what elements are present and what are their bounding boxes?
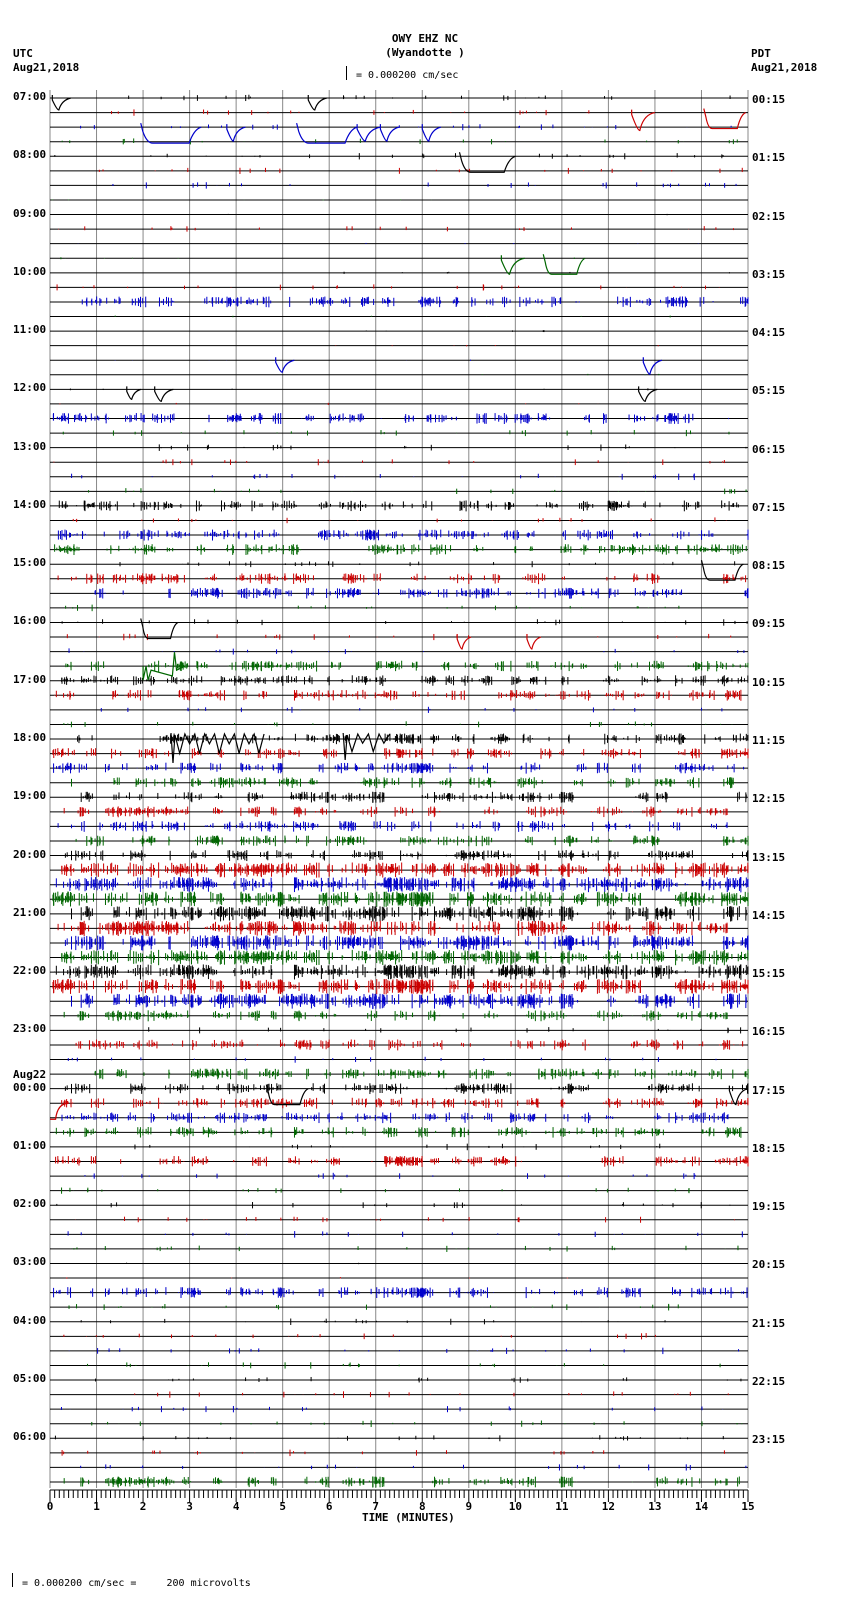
pdt-time-label: 13:15 [752, 850, 786, 864]
pdt-time-label: 08:15 [752, 559, 786, 573]
station-title: OWY EHZ NC [391, 32, 459, 45]
pdt-time-label: 00:15 [752, 93, 786, 106]
utc-time-label: 11:00 [13, 323, 47, 337]
x-tick-label: 11 [555, 1500, 569, 1513]
utc-time-label: 21:00 [13, 905, 47, 919]
left-timezone: UTC [13, 47, 33, 60]
pdt-time-label: 09:15 [752, 617, 786, 631]
x-tick-label: 12 [601, 1500, 616, 1513]
pdt-time-label: 07:15 [752, 500, 786, 514]
pdt-time-label: 02:15 [752, 209, 786, 223]
utc-time-label: 17:00 [13, 672, 47, 686]
utc-time-label: 16:00 [13, 614, 47, 628]
utc-time-label: 03:00 [13, 1255, 47, 1269]
footer-scale-bar-icon [12, 1573, 14, 1587]
pdt-time-label: 10:15 [752, 675, 786, 689]
utc-time-label: 12:00 [13, 381, 47, 395]
x-tick-label: 10 [508, 1500, 522, 1513]
x-tick-label: 5 [279, 1500, 286, 1513]
utc-time-label: 20:00 [13, 847, 47, 861]
pdt-time-label: 19:15 [752, 1200, 786, 1214]
pdt-time-label: 06:15 [752, 442, 786, 456]
x-tick-label: 1 [93, 1500, 100, 1513]
pdt-time-label: 01:15 [752, 151, 786, 165]
x-tick-label: 3 [186, 1500, 193, 1513]
x-tick-label: 15 [741, 1500, 755, 1513]
scale-text: = 0.000200 cm/sec [356, 70, 459, 81]
x-axis-label: TIME (MINUTES) [362, 1511, 455, 1524]
x-tick-label: 8 [418, 1500, 426, 1513]
utc-time-label: 15:00 [13, 556, 47, 570]
utc-time-label: 14:00 [13, 497, 47, 511]
x-tick-label: 6 [325, 1500, 333, 1513]
pdt-time-label: 16:15 [752, 1025, 786, 1039]
utc-time-label: 18:00 [13, 731, 47, 744]
utc-time-label: 10:00 [13, 264, 47, 278]
x-tick-label: 2 [139, 1500, 147, 1513]
pdt-time-label: 04:15 [752, 326, 786, 340]
pdt-time-label: 23:15 [752, 1433, 786, 1447]
utc-time-label: 22:00 [13, 964, 47, 978]
pdt-time-label: 11:15 [752, 734, 786, 747]
pdt-time-label: 15:15 [752, 967, 786, 981]
pdt-time-label: 18:15 [752, 1141, 786, 1155]
pdt-time-label: 21:15 [752, 1316, 786, 1330]
pdt-time-label: 22:15 [752, 1375, 786, 1389]
utc-time-label: 02:00 [13, 1197, 47, 1211]
station-location: (Wyandotte ) [385, 46, 465, 59]
utc-time-label: 00:00 [13, 1080, 47, 1094]
right-date: Aug21,2018 [751, 61, 818, 74]
utc-time-label: 13:00 [13, 439, 47, 453]
x-tick-label: 13 [648, 1500, 662, 1513]
pdt-time-label: 12:15 [752, 792, 786, 806]
utc-time-label: 05:00 [13, 1372, 47, 1386]
utc-time-label: 06:00 [13, 1430, 47, 1444]
date-change-label: Aug22 [13, 1067, 47, 1081]
x-tick-label: 7 [372, 1500, 380, 1513]
scale-bar-icon [346, 66, 348, 80]
pdt-time-label: 20:15 [752, 1258, 786, 1272]
x-tick-label: 9 [465, 1500, 473, 1513]
utc-time-label: 19:00 [13, 789, 47, 803]
utc-time-label: 01:00 [13, 1138, 47, 1152]
footer-scale-text: = 0.000200 cm/sec = 200 microvolts [22, 1578, 251, 1589]
x-tick-label: 4 [232, 1500, 240, 1513]
pdt-time-label: 03:15 [752, 267, 786, 281]
right-timezone: PDT [751, 47, 771, 60]
pdt-time-label: 17:15 [752, 1083, 786, 1097]
x-tick-label: 0 [46, 1500, 54, 1513]
utc-time-label: 09:00 [13, 206, 47, 220]
utc-time-label: 04:00 [13, 1313, 47, 1327]
utc-time-label: 07:00 [13, 90, 47, 103]
pdt-time-label: 14:15 [752, 908, 786, 922]
x-tick-label: 14 [694, 1500, 709, 1513]
pdt-time-label: 05:15 [752, 384, 786, 398]
utc-time-label: 08:00 [13, 148, 47, 162]
left-date: Aug21,2018 [13, 61, 80, 74]
utc-time-label: 23:00 [13, 1022, 47, 1036]
